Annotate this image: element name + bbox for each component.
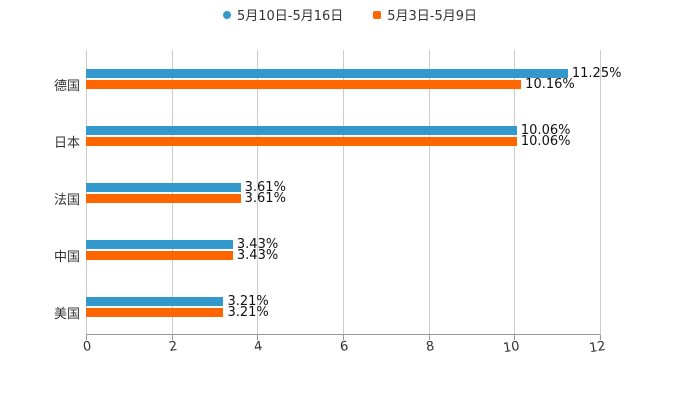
x-tick-label: 2: [168, 339, 179, 356]
x-tick: [514, 335, 515, 340]
plot-area: 11.25% 10.16% 10.06% 10.06% 3.61% 3.61% 3.43% 3…: [86, 50, 621, 340]
bar[interactable]: [86, 296, 224, 306]
x-axis-line: [86, 334, 600, 335]
gridline: [600, 50, 601, 335]
x-tick: [86, 335, 87, 340]
gridline: [172, 50, 173, 335]
bar[interactable]: [86, 250, 233, 260]
bar-value-label: 10.16%: [525, 76, 575, 92]
gridline: [257, 50, 258, 335]
gridline: [429, 50, 430, 335]
bar[interactable]: [86, 182, 241, 192]
bar-value-label: 3.61%: [244, 190, 286, 206]
x-tick: [429, 335, 430, 340]
bar[interactable]: [86, 307, 224, 317]
x-tick: [343, 335, 344, 340]
gridline: [86, 50, 87, 335]
bar-value-label: 10.06%: [520, 122, 571, 138]
x-tick: [257, 335, 258, 340]
bar[interactable]: [86, 125, 517, 135]
category-label: 美国: [53, 306, 80, 322]
gridline: [514, 50, 515, 335]
x-tick-label: 10: [502, 339, 521, 357]
x-tick-label: 4: [253, 339, 264, 356]
bar[interactable]: [86, 68, 568, 78]
x-tick-label: 0: [82, 339, 93, 356]
series-1-dot-icon: [222, 10, 231, 19]
bar-value-label: 11.25%: [571, 65, 622, 81]
bar-value-label: 10.06%: [520, 133, 571, 149]
x-tick-label: 6: [339, 339, 350, 356]
bar-value-label: 3.61%: [244, 179, 286, 195]
category-label: 日本: [53, 135, 80, 151]
bar-value-label: 3.21%: [227, 293, 269, 309]
chart-legend: 5月10日-5月16日 5月3日-5月9日: [0, 5, 700, 24]
category-label: 中国: [53, 249, 80, 265]
x-tick-label: 8: [425, 339, 436, 356]
category-label: 法国: [53, 192, 80, 208]
x-tick-label: 12: [588, 339, 607, 357]
series-2-square-icon: [373, 10, 382, 19]
legend-label-series-1: 5月10日-5月16日: [236, 9, 344, 24]
legend-item-series-1[interactable]: 5月10日-5月16日: [222, 5, 344, 24]
bar-value-label: 3.43%: [236, 247, 279, 263]
legend-label-series-2: 5月3日-5月9日: [387, 9, 478, 24]
bar[interactable]: [86, 239, 233, 249]
gridline: [343, 50, 344, 335]
x-tick: [172, 335, 173, 340]
bar-value-label: 3.43%: [236, 236, 279, 252]
bar[interactable]: [86, 136, 517, 146]
bar[interactable]: [86, 79, 522, 89]
legend-item-series-2[interactable]: 5月3日-5月9日: [373, 5, 477, 24]
x-tick: [600, 335, 601, 340]
bar-value-label: 3.21%: [227, 304, 269, 320]
category-label: 德国: [53, 78, 80, 94]
bar[interactable]: [86, 193, 241, 203]
